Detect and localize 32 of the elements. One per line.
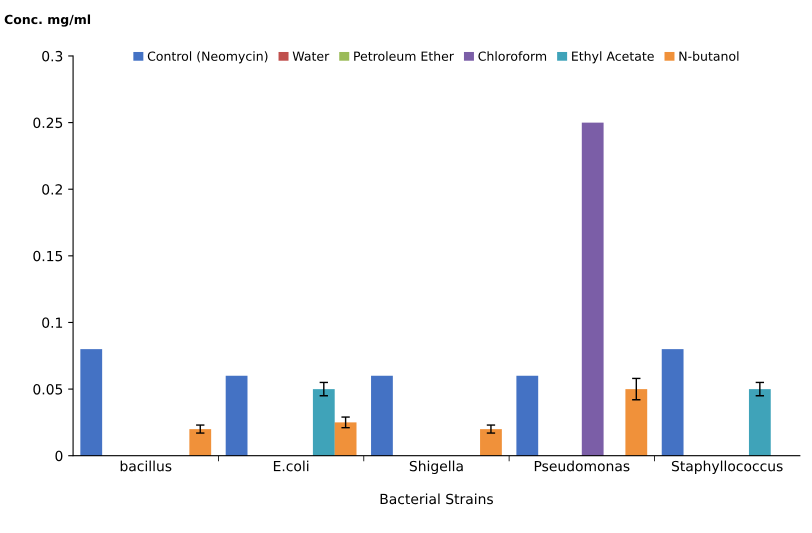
legend-label: Ethyl Acetate — [572, 51, 654, 64]
bar — [582, 122, 604, 456]
y-tick-label: 0.3 — [42, 50, 62, 62]
bar — [334, 422, 357, 456]
x-tick-label: Pseudomonas — [534, 460, 630, 472]
x-tick-label: E.coli — [274, 460, 308, 472]
bar — [748, 389, 771, 456]
bar — [662, 349, 684, 456]
bar — [480, 429, 502, 456]
bar — [625, 389, 648, 456]
y-tick-label: 0.05 — [33, 384, 62, 395]
legend-label: Chloroform — [478, 51, 546, 61]
x-tick-label: bacillus — [120, 460, 172, 472]
y-tick-label: 0.2 — [42, 184, 62, 195]
y-tick-label: 0.15 — [33, 250, 62, 262]
bar — [312, 389, 335, 456]
y-axis-title: Conc. mg/ml — [4, 14, 90, 27]
y-tick-label: 0 — [55, 450, 62, 462]
legend-label: Petroleum Ether — [354, 51, 454, 61]
y-tick-label: 0.25 — [33, 118, 62, 128]
bar — [371, 376, 393, 456]
x-tick-label: Shigella — [410, 460, 463, 474]
bar — [226, 376, 248, 456]
bar — [189, 429, 212, 456]
x-tick-label: Staphyllococcus — [672, 460, 783, 474]
legend-label: Water — [292, 52, 330, 61]
x-axis-title: Bacterial Strains — [380, 493, 493, 504]
bar — [516, 376, 538, 456]
legend-label: Control (Neomycin) — [148, 51, 268, 64]
y-tick-label: 0.1 — [42, 317, 62, 328]
bar — [80, 349, 102, 456]
legend-label: N-butanol — [679, 51, 738, 61]
